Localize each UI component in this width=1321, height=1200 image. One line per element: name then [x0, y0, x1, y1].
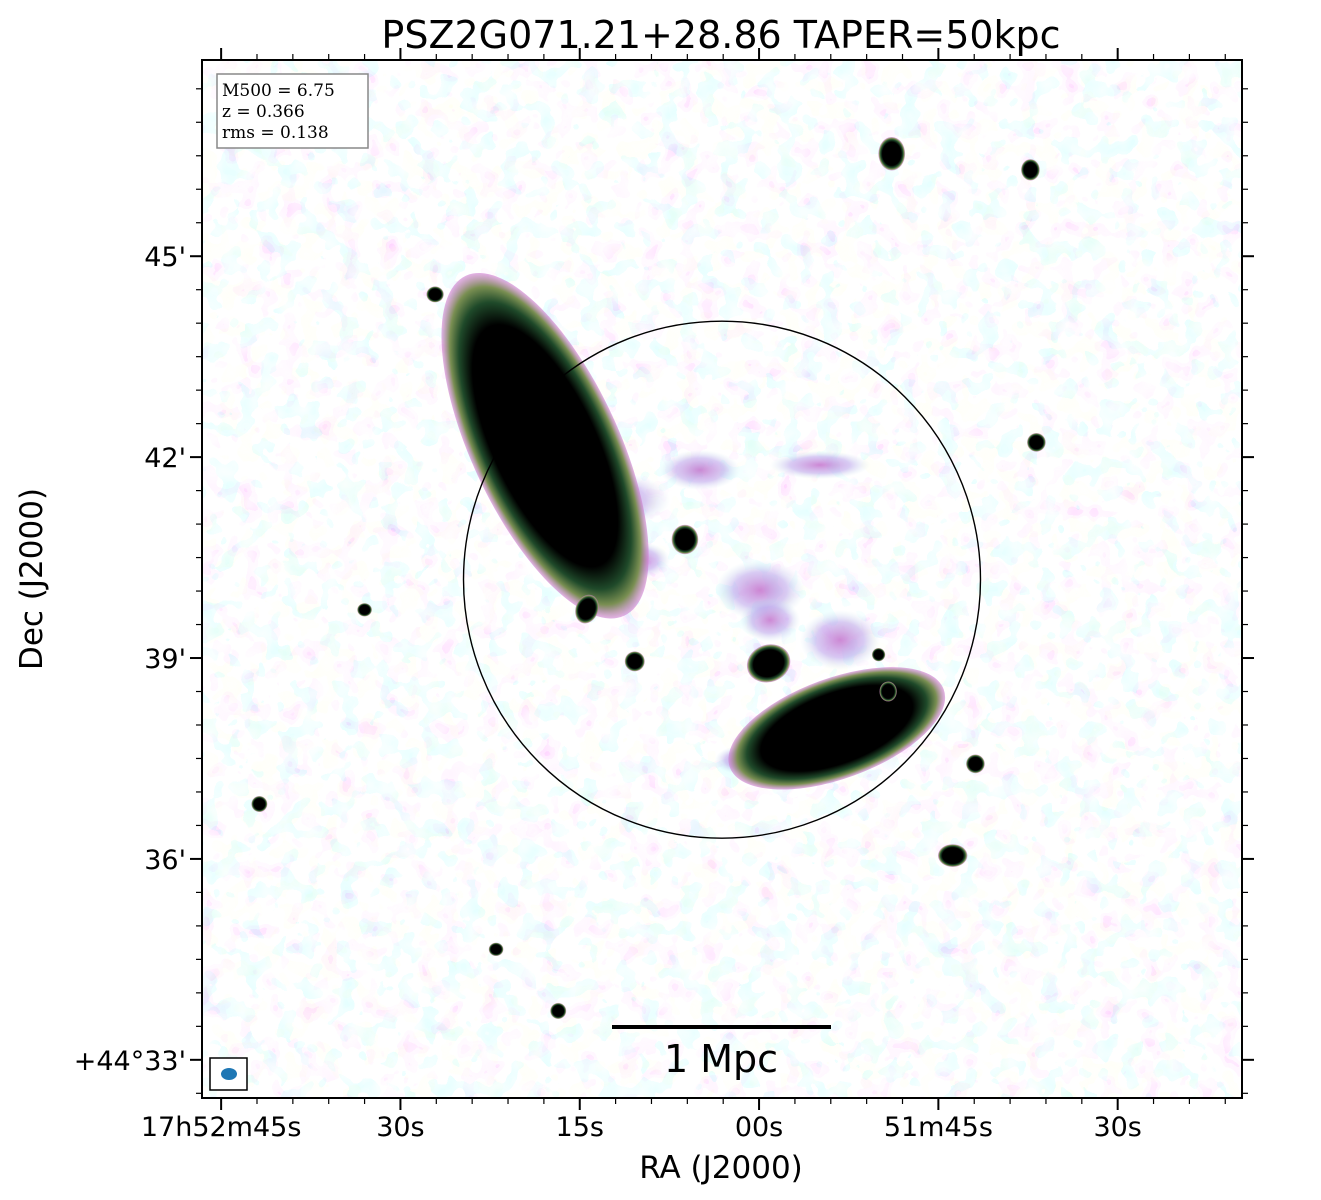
x-tick-label: 15s — [556, 1112, 604, 1143]
x-tick-label: 30s — [1093, 1112, 1141, 1143]
beam-ellipse — [221, 1068, 237, 1080]
beam-box — [209, 1057, 248, 1091]
source-point-5 — [671, 524, 699, 555]
source-point-7 — [624, 651, 645, 672]
y-tick-label: 39' — [144, 644, 186, 675]
source-point-9 — [879, 681, 897, 702]
source-relic-nw — [441, 272, 649, 619]
source-point-6 — [575, 594, 599, 624]
r500-circle — [462, 320, 982, 839]
source-point-14 — [550, 1002, 567, 1019]
diffuse-patch — [740, 598, 800, 642]
y-tick-label: +44°33' — [74, 1046, 186, 1077]
source-point-2 — [1021, 159, 1040, 181]
source-point-16 — [488, 942, 504, 957]
source-point-15 — [357, 603, 372, 617]
diffuse-patch — [800, 610, 880, 670]
source-point-4 — [1027, 433, 1046, 452]
source-point-13 — [251, 795, 268, 813]
x-axis-label: RA (J2000) — [639, 1150, 803, 1186]
map-image — [202, 60, 1242, 1098]
x-axis-ticks: 17h52m45s 30s 15s 00s 51m45s 30s — [141, 48, 1142, 1143]
chart-title: PSZ2G071.21+28.86 TAPER=50kpc — [381, 13, 1060, 57]
x-tick-label: 00s — [735, 1112, 783, 1143]
diffuse-patch — [660, 450, 740, 490]
info-line-mass: M500 = 6.75 — [222, 81, 335, 101]
info-line-rms: rms = 0.138 — [222, 123, 329, 143]
x-tick-label: 51m45s — [884, 1112, 993, 1143]
y-tick-label: 45' — [144, 242, 186, 273]
diffuse-patch — [770, 451, 870, 479]
y-axis-ticks: 45' 42' 39' 36' +44°33' — [74, 242, 1254, 1077]
x-tick-label: 17h52m45s — [141, 1112, 302, 1143]
y-tick-label: 36' — [144, 845, 186, 876]
source-point-3 — [426, 286, 444, 303]
scale-bar-label: 1 Mpc — [664, 1037, 778, 1081]
y-tick-label: 42' — [144, 443, 186, 474]
y-axis-label: Dec (J2000) — [14, 488, 50, 670]
source-point-1 — [878, 137, 906, 171]
source-point-8 — [746, 644, 791, 683]
minor-ticks — [196, 54, 1248, 1104]
info-line-redshift: z = 0.366 — [222, 102, 305, 122]
source-point-10 — [871, 647, 886, 662]
source-point-11 — [966, 754, 985, 774]
x-tick-label: 30s — [376, 1112, 424, 1143]
source-point-12 — [937, 844, 968, 867]
radio-sources — [251, 137, 1046, 1019]
plot-frame — [201, 59, 1243, 1099]
info-box: M500 = 6.75 z = 0.366 rms = 0.138 — [216, 73, 369, 149]
